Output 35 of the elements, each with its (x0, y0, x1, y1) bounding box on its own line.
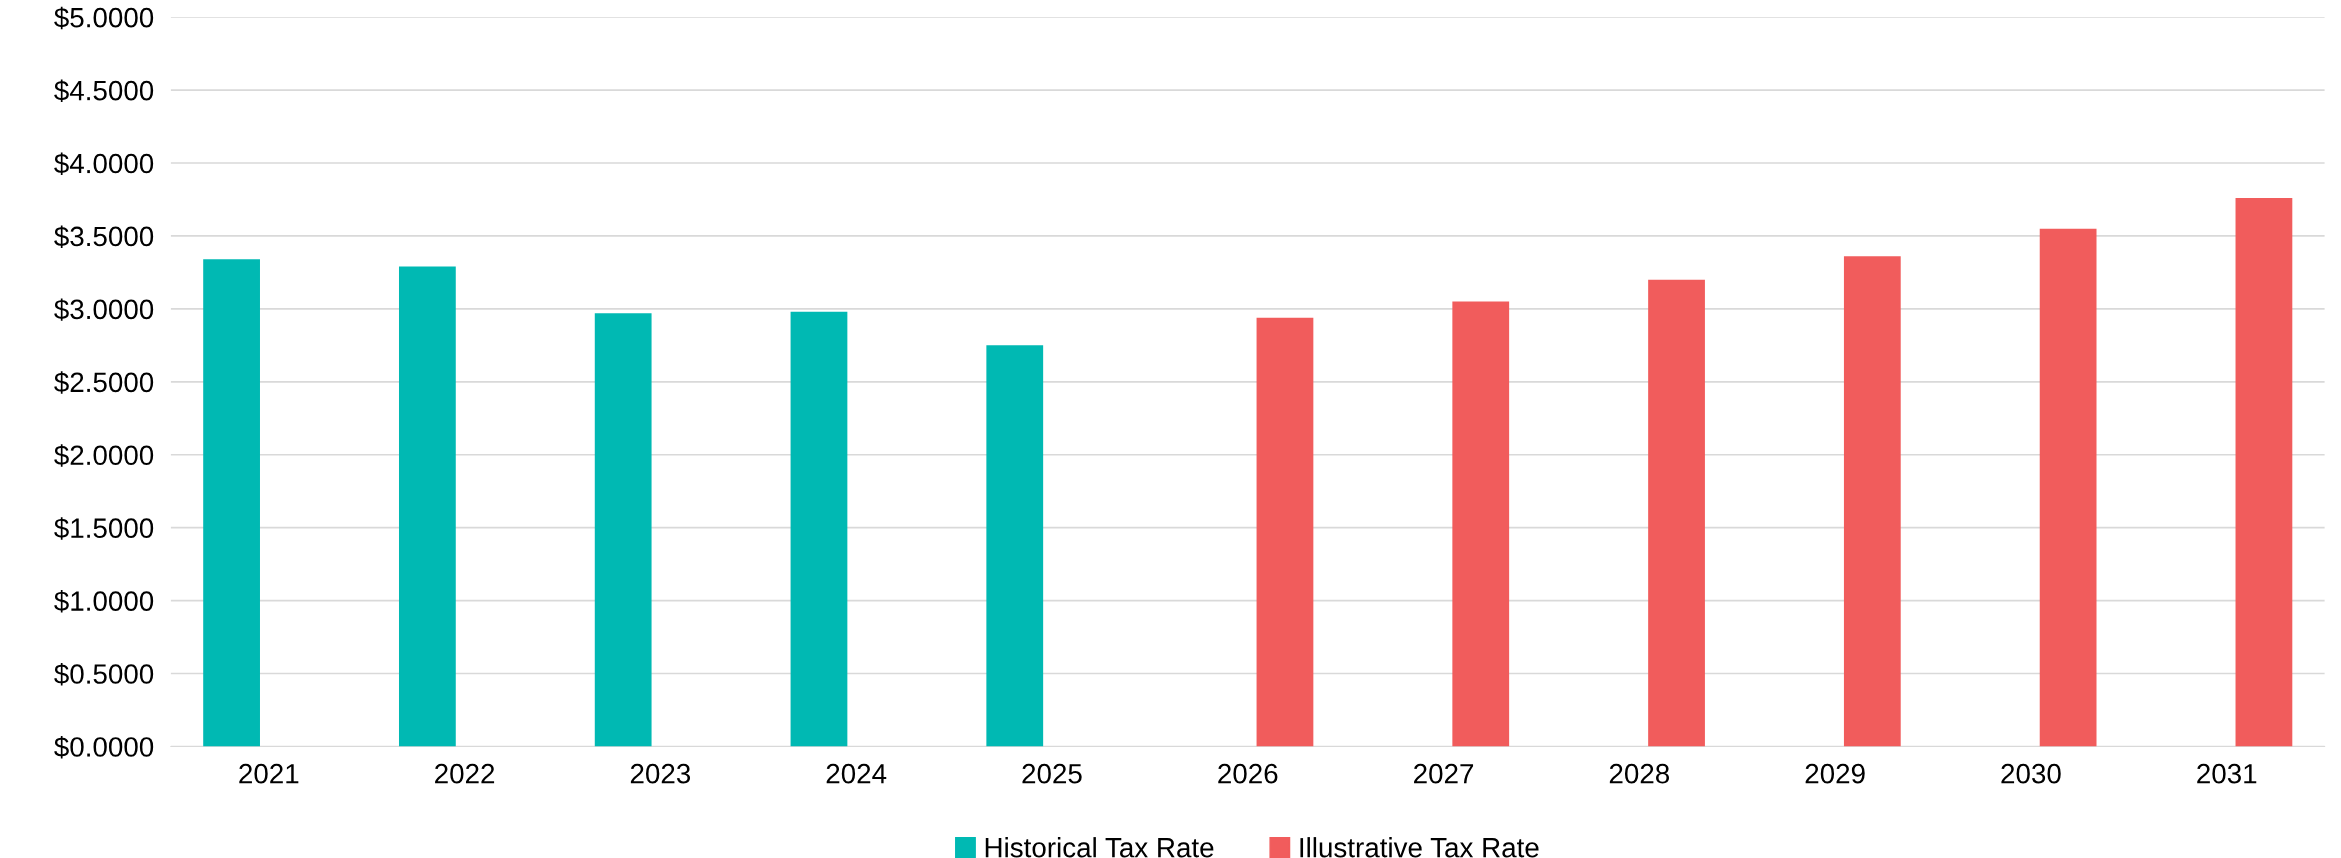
y-tick-label: $1.0000 (54, 590, 154, 613)
y-tick-label: $2.0000 (54, 444, 154, 467)
y-tick-label: $3.0000 (54, 298, 154, 321)
y-tick-label: $3.5000 (54, 225, 154, 248)
x-tick-label: 2029 (1805, 763, 1865, 784)
legend-label: Illustrative Tax Rate (1300, 837, 1539, 858)
y-tick-label: $4.0000 (54, 152, 154, 176)
x-tick-label: 2025 (1022, 763, 1082, 784)
y-tick-label: $0.5000 (54, 663, 154, 686)
x-tick-label: 2028 (1609, 763, 1670, 784)
x-tick-label: 2030 (2001, 763, 2061, 784)
bar (594, 313, 652, 747)
y-tick-label: $5.0000 (54, 6, 154, 30)
bar (2039, 228, 2097, 747)
x-tick-label: 2023 (630, 763, 691, 784)
y-tick-label: $1.5000 (54, 517, 154, 540)
bar (398, 266, 456, 747)
x-tick-label: 2021 (239, 763, 299, 784)
x-tick-label: 2026 (1218, 763, 1278, 784)
legend-label: Historical Tax Rate (985, 837, 1214, 858)
bar (1648, 279, 1705, 747)
bar (1256, 317, 1314, 747)
bar (986, 345, 1044, 747)
x-tick-label: 2024 (826, 763, 887, 784)
y-tick-label: $0.0000 (54, 735, 154, 759)
bar (790, 311, 848, 747)
y-tick-label: $2.5000 (54, 371, 154, 394)
y-tick-label: $4.5000 (54, 79, 154, 103)
bar (203, 259, 260, 747)
x-tick-label: 2031 (2197, 763, 2257, 784)
bar (2235, 198, 2293, 747)
x-tick-label: 2027 (1414, 763, 1474, 784)
bar (1843, 256, 1901, 747)
bar (1452, 301, 1510, 747)
x-tick-label: 2022 (435, 763, 495, 784)
